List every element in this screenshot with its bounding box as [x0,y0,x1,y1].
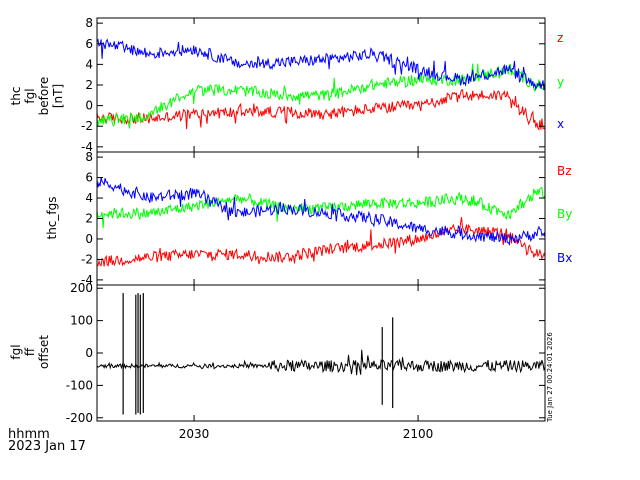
footer-line-1: hhmm [8,427,50,442]
x-tick-label: 2100 [403,427,434,441]
y-tick-label: -4 [81,140,93,154]
x-axis-labels: 2030 2100 [179,427,434,441]
y-tick-label: 0 [85,99,93,113]
y-tick-label: -200 [66,411,93,425]
panel-frame [96,284,546,422]
y-tick-label: 0 [85,346,93,360]
panel-frame [96,17,546,153]
panel-fgs: -4 -2 0 2 4 6 8 thc_fgs Bz By Bx [45,150,572,287]
series-line-offset [96,349,546,376]
legend-label-bx: Bx [557,251,572,265]
legend-label-bz: Bz [557,164,572,178]
legend-label-y: y [557,75,564,89]
y-tick-label: 6 [85,37,93,51]
footer-line-2: 2023 Jan 17 [8,439,86,454]
series-line-bx [96,177,546,247]
y-tick-label: 200 [70,281,93,295]
y-axis-label: offset [37,335,51,369]
y-tick-label: -2 [81,252,93,266]
y-axis-label: fgl [9,344,23,359]
y-tick-label: -100 [66,378,93,392]
panel-fgl-before: -4 -2 0 2 4 6 8 thc fgl before [nT] z y x [9,16,564,154]
y-tick-label: 6 [85,171,93,185]
series-line-x [96,38,546,91]
legend-label-by: By [557,207,572,221]
y-axis-label: before [37,77,51,116]
y-tick-label: 4 [85,191,93,205]
panel-fgl-offset: -200 -100 0 100 200 fgl ff offset [9,281,546,425]
y-axis-label: fgl [23,88,37,103]
x-tick-label: 2030 [179,427,210,441]
y-axis-label: [nT] [51,84,65,108]
panel-frame [96,151,546,286]
y-tick-label: 2 [85,78,93,92]
y-tick-label: 8 [85,150,93,164]
timestamp-stamp: Tue Jan 27 00:24:01 2026 [546,332,554,423]
series-line-bz [96,217,546,267]
y-axis-label: thc [9,87,23,106]
y-tick-label: 100 [70,314,93,328]
y-axis-label: ff [23,347,37,356]
y-axis-label: thc_fgs [45,196,59,239]
y-tick-label: -4 [81,273,93,287]
y-tick-label: 8 [85,16,93,30]
series-line-z [96,88,546,131]
y-tick-label: 2 [85,212,93,226]
legend-label-x: x [557,117,564,131]
y-tick-label: -2 [81,119,93,133]
y-tick-label: 4 [85,57,93,71]
y-tick-label: 0 [85,232,93,246]
legend-label-z: z [557,31,563,45]
series-line-by [96,186,546,229]
